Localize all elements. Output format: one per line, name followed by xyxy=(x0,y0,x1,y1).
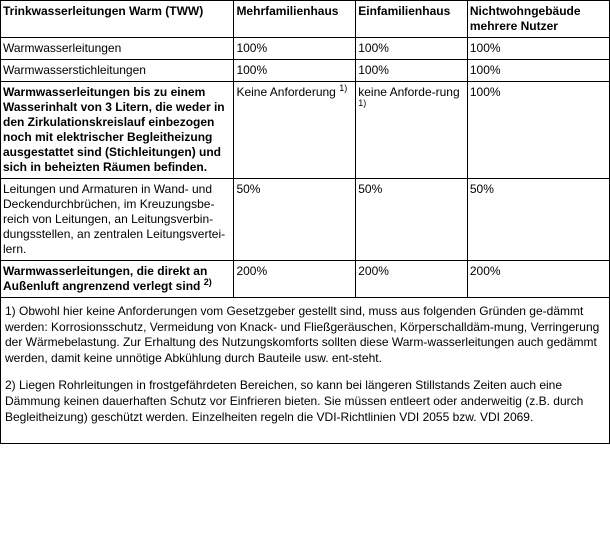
cell-col1: 100% xyxy=(234,38,356,60)
row-label: Leitungen und Armaturen in Wand- und Dec… xyxy=(1,179,234,261)
row-label: Warmwasserleitungen xyxy=(1,38,234,60)
cell-col3: 100% xyxy=(467,82,609,179)
table-row: Warmwasserstichleitungen100%100%100% xyxy=(1,60,610,82)
cell-col2: 200% xyxy=(356,261,468,298)
table-header-row: Trinkwasserleitungen Warm (TWW) Mehrfami… xyxy=(1,1,610,38)
cell-col2: 100% xyxy=(356,38,468,60)
table-row: Warmwasserleitungen100%100%100% xyxy=(1,38,610,60)
cell-col3: 100% xyxy=(467,60,609,82)
pipe-insulation-table: Trinkwasserleitungen Warm (TWW) Mehrfami… xyxy=(0,0,610,444)
table-row: Warmwasserleitungen, die direkt an Außen… xyxy=(1,261,610,298)
footnote-2: 2) Liegen Rohrleitungen in frostgefährde… xyxy=(5,378,605,425)
cell-col3: 50% xyxy=(467,179,609,261)
cell-col1: 50% xyxy=(234,179,356,261)
cell-col2: 50% xyxy=(356,179,468,261)
cell-col2: 100% xyxy=(356,60,468,82)
footnote-1: 1) Obwohl hier keine Anforderungen vom G… xyxy=(5,304,605,366)
col-header-0: Trinkwasserleitungen Warm (TWW) xyxy=(1,1,234,38)
footnotes-row: 1) Obwohl hier keine Anforderungen vom G… xyxy=(1,298,610,444)
col-header-1: Mehrfamilienhaus xyxy=(234,1,356,38)
cell-col3: 100% xyxy=(467,38,609,60)
col-header-3: Nichtwohngebäude mehrere Nutzer xyxy=(467,1,609,38)
table-row: Leitungen und Armaturen in Wand- und Dec… xyxy=(1,179,610,261)
cell-col3: 200% xyxy=(467,261,609,298)
document-root: Trinkwasserleitungen Warm (TWW) Mehrfami… xyxy=(0,0,610,444)
cell-col1: 200% xyxy=(234,261,356,298)
row-label: Warmwasserleitungen bis zu einem Wasseri… xyxy=(1,82,234,179)
table-row: Warmwasserleitungen bis zu einem Wasseri… xyxy=(1,82,610,179)
row-label: Warmwasserleitungen, die direkt an Außen… xyxy=(1,261,234,298)
footnotes-cell: 1) Obwohl hier keine Anforderungen vom G… xyxy=(1,298,610,444)
cell-col1: 100% xyxy=(234,60,356,82)
cell-col1: Keine Anforderung 1) xyxy=(234,82,356,179)
col-header-2: Einfamilienhaus xyxy=(356,1,468,38)
row-label: Warmwasserstichleitungen xyxy=(1,60,234,82)
cell-col2: keine Anforde-rung 1) xyxy=(356,82,468,179)
